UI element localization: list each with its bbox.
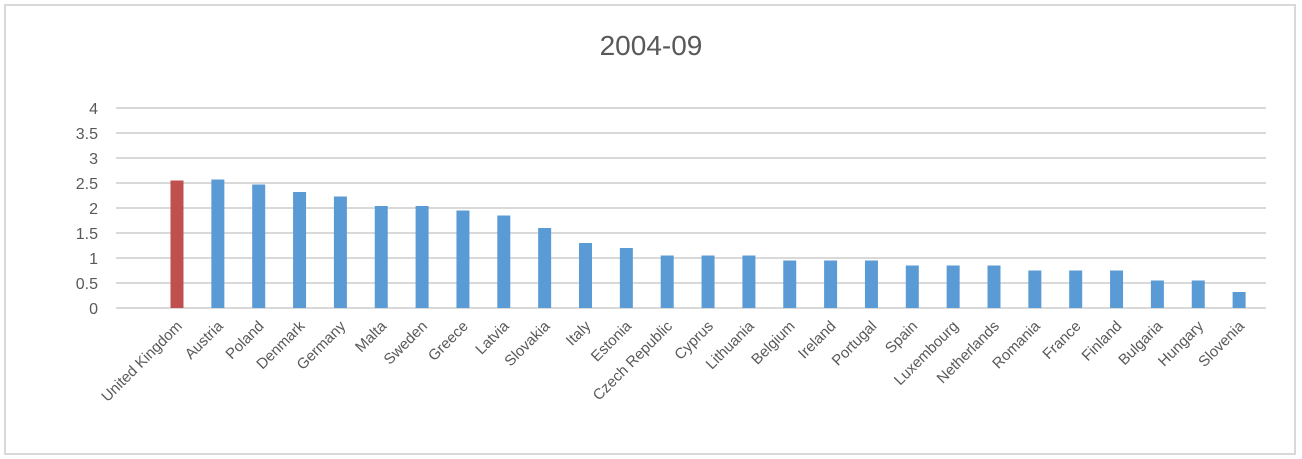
bar-lithuania [742,255,756,308]
bar-sweden [415,206,429,308]
bar-italy [579,243,592,308]
bar-malta [374,206,388,308]
bar-greece [456,210,470,308]
bar-poland [252,184,266,308]
bar-luxembourg [946,265,960,308]
y-tick-label: 2.5 [76,176,98,193]
y-tick-label: 0 [89,301,98,318]
x-category-label: Portugal [829,318,881,370]
x-category-label: Italy [563,317,595,349]
y-axis-ticks: 0 0.5 1 1.5 2 2.5 3 3.5 4 [76,101,98,318]
bar-denmark [293,192,307,308]
bar-austria [211,179,225,308]
bar-latvia [497,215,511,308]
y-tick-label: 2 [89,201,98,218]
x-category-label: Sweden [381,318,431,368]
bar-united-kingdom [170,180,184,308]
x-category-label: Austria [182,317,227,362]
bar-estonia [619,248,633,308]
bar-portugal [864,260,878,308]
bar-slovakia [538,228,552,308]
bar-spain [905,265,919,308]
y-tick-label: 1 [89,251,98,268]
y-tick-label: 4 [89,101,98,118]
y-tick-label: 1.5 [76,226,98,243]
bar-germany [333,196,347,308]
x-category-label: Slovakia [501,317,554,370]
bar-finland [1110,270,1124,308]
bar-belgium [783,260,797,308]
bar-hungary [1191,280,1205,308]
x-category-label: Slovenia [1195,317,1248,370]
gridlines [116,107,1266,309]
x-category-label: Spain [882,318,921,357]
y-tick-label: 3.5 [76,126,98,143]
x-category-label: Malta [352,317,390,355]
x-category-label: France [1039,318,1084,363]
bar-romania [1028,270,1042,308]
bar-france [1069,270,1083,308]
bar-bulgaria [1150,280,1164,308]
bar-netherlands [987,265,1001,308]
bar-slovenia [1232,292,1246,308]
bars [170,179,1246,308]
y-tick-label: 0.5 [76,276,98,293]
x-category-label: United Kingdom [98,318,185,405]
bar-cyprus [701,255,715,308]
bar-ireland [824,260,838,308]
y-tick-label: 3 [89,151,98,168]
x-category-label: Greece [425,318,472,365]
x-category-label: Belgium [748,318,798,368]
chart-title: 2004-09 [599,30,703,61]
x-axis-labels: United KingdomAustriaPolandDenmarkGerman… [98,317,1248,405]
bar-czech-republic [660,255,674,308]
